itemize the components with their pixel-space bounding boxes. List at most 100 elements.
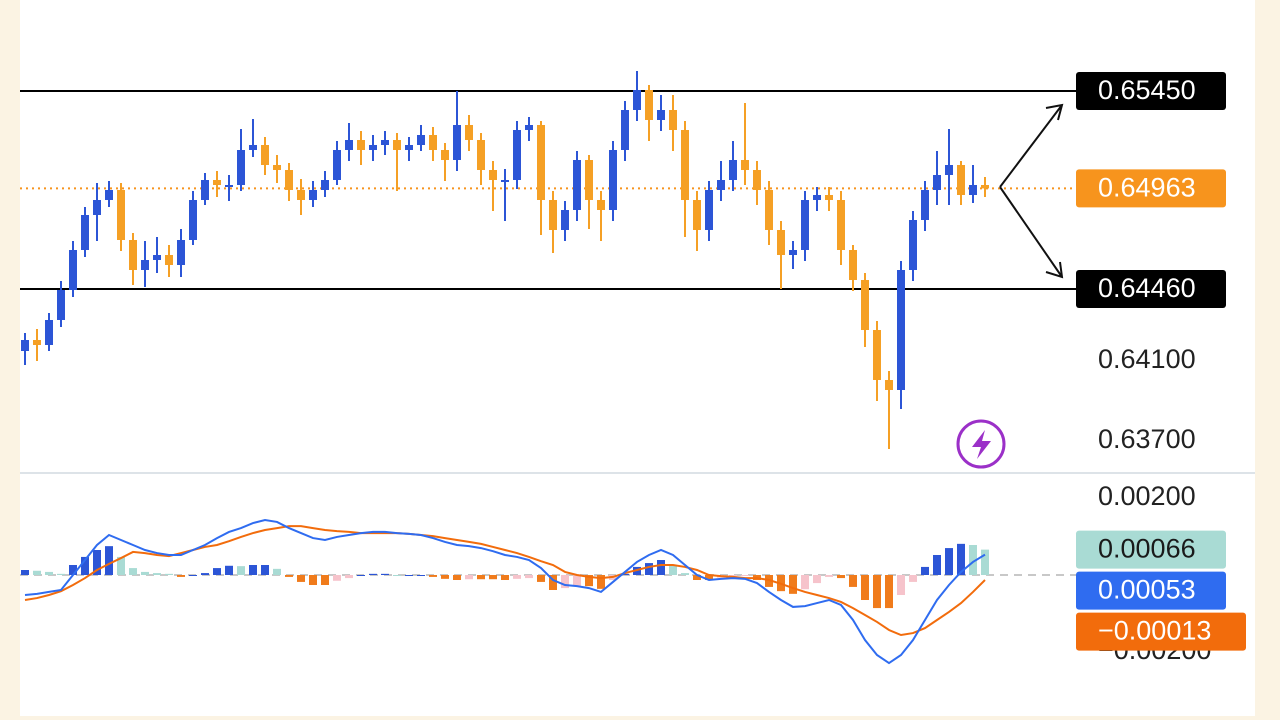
- candle-body: [309, 190, 317, 200]
- candle-body: [945, 165, 953, 175]
- candle-body: [921, 190, 929, 220]
- candle-body: [669, 110, 677, 130]
- candle-body: [885, 380, 893, 390]
- candle-body: [261, 145, 269, 165]
- candle-body: [141, 260, 149, 270]
- histogram-bar: [93, 550, 101, 575]
- candle-body: [645, 90, 653, 120]
- histogram-bar: [381, 573, 389, 575]
- histogram-bar: [333, 575, 341, 581]
- histogram-bar: [945, 548, 953, 575]
- price-pane: 0.64100 0.63700 0.65450 0.64460 0.64963: [20, 71, 1226, 454]
- histogram-bar: [909, 575, 917, 582]
- histogram-bar: [225, 565, 233, 575]
- candle-body: [297, 190, 305, 200]
- y-tick-label: 0.63700: [1098, 424, 1196, 454]
- histogram-bar: [81, 556, 89, 575]
- candle-body: [801, 200, 809, 250]
- candle-body: [465, 125, 473, 140]
- candle-body: [165, 255, 173, 265]
- histogram-bar: [885, 575, 893, 609]
- histogram-bar: [249, 565, 257, 575]
- histogram-bar: [729, 575, 737, 577]
- histogram-bar: [405, 575, 413, 576]
- arrow-up: [999, 103, 1064, 188]
- histogram-bar: [969, 545, 977, 575]
- level-label: 0.64460: [1098, 273, 1196, 303]
- histogram-bar: [513, 575, 521, 579]
- histogram-bar: [849, 575, 857, 587]
- candle-body: [621, 110, 629, 150]
- histogram-bar: [981, 549, 989, 575]
- candle-body: [837, 200, 845, 250]
- macd-value-label: 0.00053: [1098, 575, 1196, 605]
- candle-body: [273, 165, 281, 170]
- histogram-bar: [393, 575, 401, 576]
- last-price-label: 0.64963: [1098, 173, 1196, 203]
- histogram-bar: [453, 575, 461, 580]
- histogram-bar: [165, 573, 173, 575]
- histogram-bar: [117, 556, 125, 575]
- candle-body: [753, 170, 761, 190]
- histogram-bar: [681, 573, 689, 575]
- candle-body: [765, 190, 773, 230]
- candle-body: [201, 180, 209, 200]
- candle-body: [657, 110, 665, 120]
- histogram-bar: [177, 575, 185, 577]
- candle-body: [117, 190, 125, 240]
- macd-label-box: [1076, 571, 1226, 610]
- candle-body: [429, 135, 437, 150]
- signal-line: [24, 525, 986, 637]
- candle-body: [153, 255, 161, 260]
- histogram-bar: [345, 575, 353, 579]
- histogram-bar: [465, 575, 473, 580]
- histogram-bar: [489, 575, 497, 580]
- histogram-bar: [645, 563, 653, 575]
- arrow-down: [999, 186, 1064, 279]
- macd-line: [24, 518, 986, 665]
- candle-body: [129, 240, 137, 270]
- histogram-bar: [741, 575, 749, 576]
- histogram-label-box: [1076, 530, 1226, 569]
- candle-body: [813, 195, 821, 200]
- candle-body: [933, 175, 941, 190]
- candle-body: [609, 150, 617, 210]
- candle-body: [405, 145, 413, 150]
- histogram-bar: [237, 566, 245, 575]
- histogram-bar: [813, 575, 821, 584]
- candle-body: [345, 140, 353, 150]
- candle-body: [213, 180, 221, 185]
- histogram-bar: [201, 573, 209, 575]
- histogram-bar: [837, 575, 845, 579]
- last-price-box: [1076, 169, 1226, 208]
- histogram-bar: [477, 575, 485, 580]
- candle-body: [729, 160, 737, 180]
- histogram-bar: [705, 575, 713, 580]
- candle-body: [225, 185, 233, 187]
- candle-body: [381, 140, 389, 145]
- histogram-bar: [129, 568, 137, 575]
- histogram-bar: [369, 573, 377, 575]
- histogram-bar: [549, 575, 557, 590]
- candle-body: [957, 165, 965, 195]
- candle-body: [453, 125, 461, 160]
- candle-body: [525, 125, 533, 130]
- candle-body: [417, 135, 425, 145]
- histogram-bar: [537, 575, 545, 582]
- histogram-bar: [597, 575, 605, 589]
- histogram-bar: [933, 555, 941, 575]
- histogram-bar: [801, 575, 809, 590]
- histogram-bar: [189, 575, 197, 576]
- histogram-bar: [789, 575, 797, 594]
- icon-ring: [956, 419, 1006, 469]
- histogram-bar: [417, 575, 425, 576]
- histogram-bar: [297, 575, 305, 582]
- histogram-value-label: 0.00066: [1098, 534, 1196, 564]
- candle-body: [897, 270, 905, 390]
- candle-body: [741, 160, 749, 170]
- candle-body: [549, 200, 557, 230]
- histogram-bar: [357, 575, 365, 576]
- icon-bolt: [972, 430, 991, 459]
